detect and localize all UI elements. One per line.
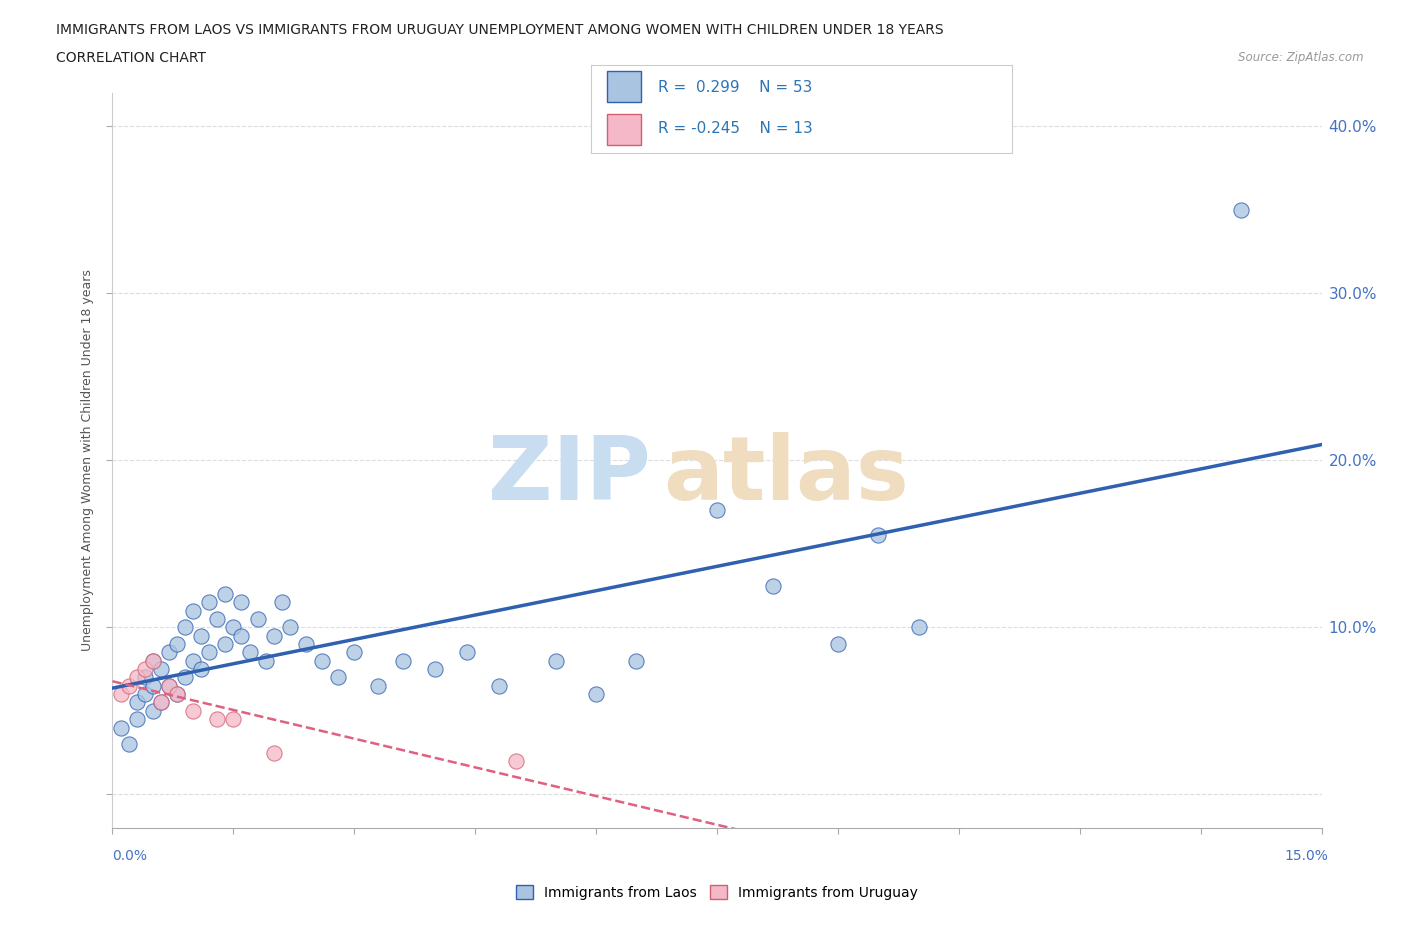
Point — [706, 503, 728, 518]
Point — [505, 753, 527, 768]
Point — [166, 637, 188, 652]
Point — [207, 612, 229, 627]
Point — [181, 604, 204, 618]
Point — [391, 653, 413, 668]
Point — [198, 644, 221, 659]
Point — [190, 661, 212, 676]
Point — [174, 620, 197, 635]
Text: CORRELATION CHART: CORRELATION CHART — [56, 51, 207, 65]
Point — [174, 670, 197, 684]
Text: IMMIGRANTS FROM LAOS VS IMMIGRANTS FROM URUGUAY UNEMPLOYMENT AMONG WOMEN WITH CH: IMMIGRANTS FROM LAOS VS IMMIGRANTS FROM … — [56, 23, 943, 37]
Point — [125, 670, 148, 684]
Point — [254, 653, 277, 668]
Bar — [607, 72, 641, 102]
Point — [157, 678, 180, 693]
Point — [207, 711, 229, 726]
Point — [149, 661, 172, 676]
Point — [117, 678, 139, 693]
Point — [214, 587, 236, 602]
Point — [270, 595, 292, 610]
Point — [142, 653, 165, 668]
Point — [231, 595, 253, 610]
Point — [263, 745, 285, 760]
Point — [166, 686, 188, 701]
Point — [585, 686, 607, 701]
Point — [868, 528, 890, 543]
Point — [222, 620, 245, 635]
Point — [110, 720, 132, 735]
Text: R =  0.299    N = 53: R = 0.299 N = 53 — [658, 80, 813, 95]
Point — [263, 629, 285, 644]
Point — [343, 644, 366, 659]
Point — [149, 695, 172, 710]
Point — [142, 703, 165, 718]
Point — [214, 637, 236, 652]
Text: atlas: atlas — [662, 432, 908, 519]
Point — [190, 629, 212, 644]
Point — [157, 678, 180, 693]
Point — [367, 678, 389, 693]
Point — [278, 620, 301, 635]
Point — [166, 686, 188, 701]
Point — [125, 695, 148, 710]
Point — [246, 612, 269, 627]
Point — [231, 629, 253, 644]
Point — [222, 711, 245, 726]
Point — [907, 620, 929, 635]
Point — [142, 653, 165, 668]
Point — [134, 686, 156, 701]
Point — [181, 653, 204, 668]
Point — [488, 678, 510, 693]
Point — [157, 644, 180, 659]
Point — [626, 653, 648, 668]
Y-axis label: Unemployment Among Women with Children Under 18 years: Unemployment Among Women with Children U… — [80, 270, 94, 651]
Text: Source: ZipAtlas.com: Source: ZipAtlas.com — [1239, 51, 1364, 64]
Point — [198, 595, 221, 610]
Point — [110, 686, 132, 701]
Text: ZIP: ZIP — [488, 432, 651, 519]
Text: 15.0%: 15.0% — [1285, 849, 1329, 863]
Point — [117, 737, 139, 751]
Point — [1230, 203, 1253, 218]
Point — [328, 670, 350, 684]
Point — [423, 661, 446, 676]
Point — [181, 703, 204, 718]
Point — [295, 637, 318, 652]
Bar — [607, 113, 641, 145]
Point — [142, 678, 165, 693]
Point — [134, 661, 156, 676]
Point — [125, 711, 148, 726]
Point — [762, 578, 785, 593]
Legend: Immigrants from Laos, Immigrants from Uruguay: Immigrants from Laos, Immigrants from Ur… — [510, 880, 924, 905]
Point — [149, 695, 172, 710]
Point — [238, 644, 260, 659]
Point — [456, 644, 478, 659]
Point — [827, 637, 849, 652]
Point — [311, 653, 333, 668]
Point — [134, 670, 156, 684]
Point — [544, 653, 567, 668]
Text: R = -0.245    N = 13: R = -0.245 N = 13 — [658, 121, 813, 136]
Text: 0.0%: 0.0% — [112, 849, 148, 863]
